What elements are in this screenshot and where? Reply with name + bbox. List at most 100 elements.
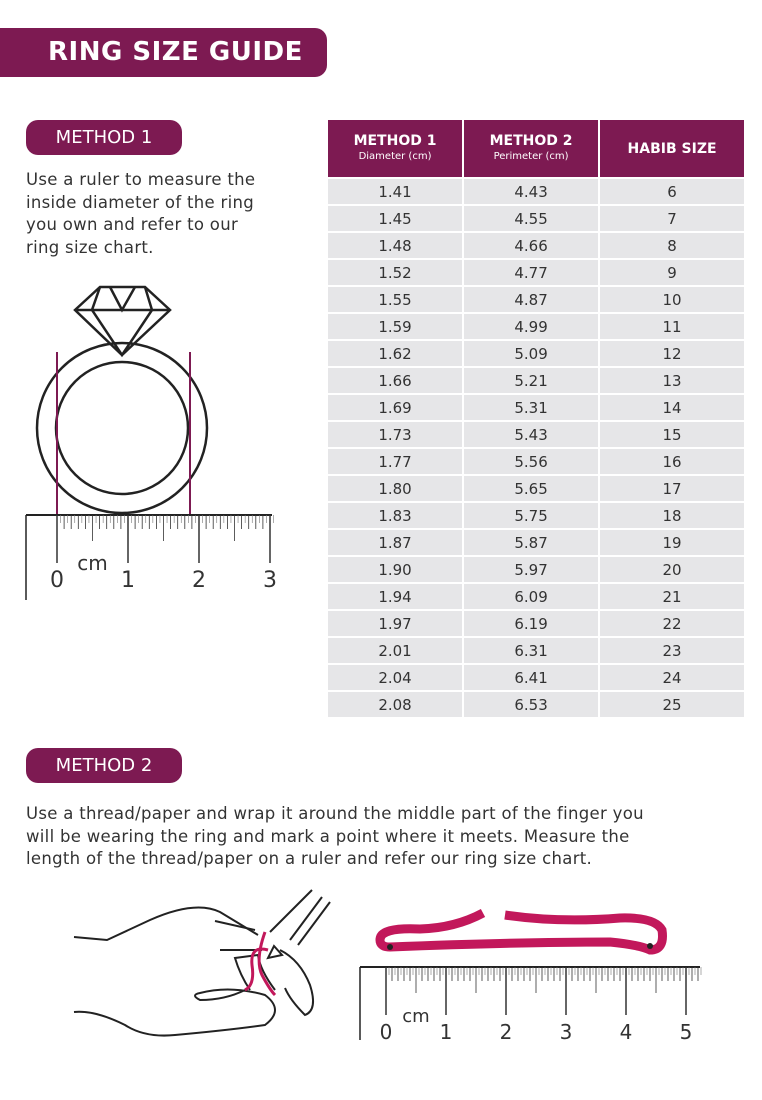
header-title: HABIB SIZE <box>627 140 717 157</box>
method-1-badge: METHOD 1 <box>26 120 182 155</box>
table-row: 1.77 5.56 16 <box>328 447 744 474</box>
table-row: 1.48 4.66 8 <box>328 231 744 258</box>
text-line: Use a thread/paper and wrap it around th… <box>26 804 644 823</box>
table-cell: 1.62 <box>328 339 463 366</box>
table-cell: 2.08 <box>328 690 463 717</box>
table-row: 1.80 5.65 17 <box>328 474 744 501</box>
table-cell: 11 <box>600 312 744 339</box>
table-cell: 6.09 <box>464 582 599 609</box>
diamond-ring-illustration <box>35 285 209 515</box>
ring-inner <box>54 360 190 496</box>
table-cell: 17 <box>600 474 744 501</box>
thread-mark <box>387 944 393 950</box>
page-title: RING SIZE GUIDE <box>0 28 327 77</box>
method-2-instructions: Use a thread/paper and wrap it around th… <box>26 803 746 871</box>
table-row: 1.41 4.43 6 <box>328 177 744 204</box>
table-cell: 7 <box>600 204 744 231</box>
table-cell: 5.87 <box>464 528 599 555</box>
column-header: HABIB SIZE <box>600 120 744 177</box>
table-cell: 1.83 <box>328 501 463 528</box>
table-cell: 6.31 <box>464 636 599 663</box>
table-row: 1.45 4.55 7 <box>328 204 744 231</box>
table-cell: 20 <box>600 555 744 582</box>
table-cell: 1.41 <box>328 177 463 204</box>
table-cell: 6.19 <box>464 609 599 636</box>
table-cell: 6.53 <box>464 690 599 717</box>
table-cell: 1.45 <box>328 204 463 231</box>
table-cell: 21 <box>600 582 744 609</box>
table-cell: 1.77 <box>328 447 463 474</box>
ruler-unit: cm <box>77 551 107 575</box>
header-title: METHOD 1 <box>353 132 437 149</box>
ruler-label: 2 <box>192 568 206 593</box>
table-cell: 2.04 <box>328 663 463 690</box>
thread-mark <box>647 943 653 949</box>
text-line: inside diameter of the ring <box>26 192 255 212</box>
table-cell: 13 <box>600 366 744 393</box>
table-cell: 5.21 <box>464 366 599 393</box>
table-cell: 1.52 <box>328 258 463 285</box>
ring-size-table: METHOD 1 Diameter (cm) METHOD 2 Perimeter (… <box>326 120 746 717</box>
ruler-1: 0 1 2 3 cm <box>25 514 277 600</box>
table-row: 1.52 4.77 9 <box>328 258 744 285</box>
table-cell: 1.55 <box>328 285 463 312</box>
table-cell: 1.97 <box>328 609 463 636</box>
thread <box>375 909 667 955</box>
header-subtitle: Perimeter (cm) <box>493 150 569 162</box>
table-cell: 4.77 <box>464 258 599 285</box>
table-cell: 1.80 <box>328 474 463 501</box>
table-cell: 15 <box>600 420 744 447</box>
table-row: 1.94 6.09 21 <box>328 582 744 609</box>
table-row: 1.69 5.31 14 <box>328 393 744 420</box>
thread-illustration <box>375 909 667 955</box>
table-cell: 6 <box>600 177 744 204</box>
ruler-label: 5 <box>680 1020 693 1044</box>
ruler-2: 0 1 2 3 4 5 cm <box>359 966 702 1044</box>
table-cell: 4.99 <box>464 312 599 339</box>
table-cell: 5.65 <box>464 474 599 501</box>
table-cell: 1.87 <box>328 528 463 555</box>
table-cell: 23 <box>600 636 744 663</box>
table-cell: 5.43 <box>464 420 599 447</box>
table-cell: 18 <box>600 501 744 528</box>
table-cell: 10 <box>600 285 744 312</box>
table-cell: 1.94 <box>328 582 463 609</box>
table-row: 1.55 4.87 10 <box>328 285 744 312</box>
table-row: 1.62 5.09 12 <box>328 339 744 366</box>
table-cell: 1.90 <box>328 555 463 582</box>
table-cell: 8 <box>600 231 744 258</box>
table-cell: 5.09 <box>464 339 599 366</box>
table-cell: 22 <box>600 609 744 636</box>
table-cell: 4.43 <box>464 177 599 204</box>
table-cell: 5.56 <box>464 447 599 474</box>
table-row: 1.73 5.43 15 <box>328 420 744 447</box>
table-cell: 16 <box>600 447 744 474</box>
table-cell: 9 <box>600 258 744 285</box>
text-line: ring size chart. <box>26 237 154 257</box>
ruler-label: 1 <box>121 568 135 593</box>
table-row: 2.08 6.53 25 <box>328 690 744 717</box>
table-row: 2.04 6.41 24 <box>328 663 744 690</box>
header-subtitle: Diameter (cm) <box>358 150 432 162</box>
ruler-unit: cm <box>402 1006 429 1027</box>
table-cell: 19 <box>600 528 744 555</box>
ruler-label: 0 <box>380 1020 393 1044</box>
table-row: 1.97 6.19 22 <box>328 609 744 636</box>
ruler-label: 1 <box>440 1020 453 1044</box>
table-cell: 5.97 <box>464 555 599 582</box>
table-cell: 1.69 <box>328 393 463 420</box>
ruler-label: 3 <box>560 1020 573 1044</box>
text-line: you own and refer to our <box>26 215 239 234</box>
table-row: 1.87 5.87 19 <box>328 528 744 555</box>
method-1-instructions: Use a ruler to measure the inside diamet… <box>26 169 316 259</box>
table-cell: 4.55 <box>464 204 599 231</box>
thread-on-finger <box>244 931 277 997</box>
table-cell: 6.41 <box>464 663 599 690</box>
table-cell: 1.66 <box>328 366 463 393</box>
text-line: Use a ruler to measure the <box>26 170 256 189</box>
ruler-label: 0 <box>50 568 64 593</box>
ruler-label: 3 <box>263 568 277 593</box>
table-cell: 24 <box>600 663 744 690</box>
table-cell: 4.87 <box>464 285 599 312</box>
